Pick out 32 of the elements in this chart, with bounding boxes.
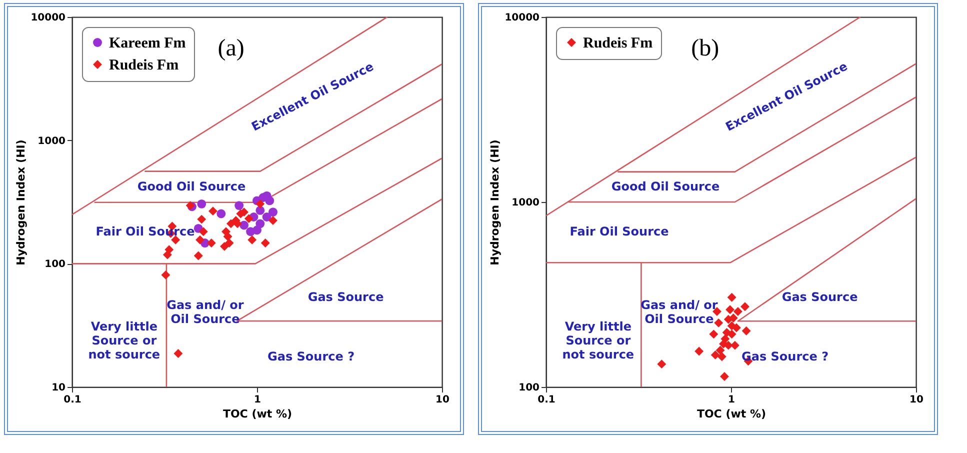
annotation: (b) [691,35,720,62]
y-tick-label: 1000 [512,198,540,208]
legend-label: Rudeis Fm [583,36,654,52]
annotation: Good Oil Source [611,179,720,194]
x-axis-title: TOC (wt %) [696,408,766,420]
y-tick-label: 1000 [38,136,66,147]
y-axis-title: Hydrogen Index (HI) [488,140,502,266]
x-tick-label: 1 [728,394,736,406]
y-axis-title: Hydrogen Index (HI) [14,140,28,266]
y-tick-label: 10000 [504,12,540,24]
y-tick-label: 10000 [30,12,66,24]
y-tick-label: 10 [52,382,66,394]
x-tick-label: 1 [254,394,262,406]
legend-label: Kareem Fm [109,36,186,52]
annotation: Gas and/ or Oil Source [166,298,244,326]
legend-label: Rudeis Fm [109,58,180,74]
annotation: Fair Oil Source [570,224,669,239]
annotation: Gas Source [308,290,384,304]
annotation: Very little Source or not source [88,319,160,362]
x-tick-label: 0.1 [538,394,556,406]
annotation: Good Oil Source [137,179,246,194]
y-tick-label: 100 [44,259,66,270]
y-tick-label: 100 [518,382,540,394]
x-tick-label: 10 [436,394,450,406]
x-axis-title: TOC (wt %) [222,408,292,420]
annotation: Very little Source or not source [562,319,634,362]
annotation: Gas Source ? [742,350,829,364]
x-tick-label: 10 [910,394,924,406]
x-tick-label: 0.1 [64,394,82,406]
annotation: (a) [218,35,244,62]
annotation: Gas Source ? [268,350,355,364]
annotation: Gas Source [782,290,858,304]
